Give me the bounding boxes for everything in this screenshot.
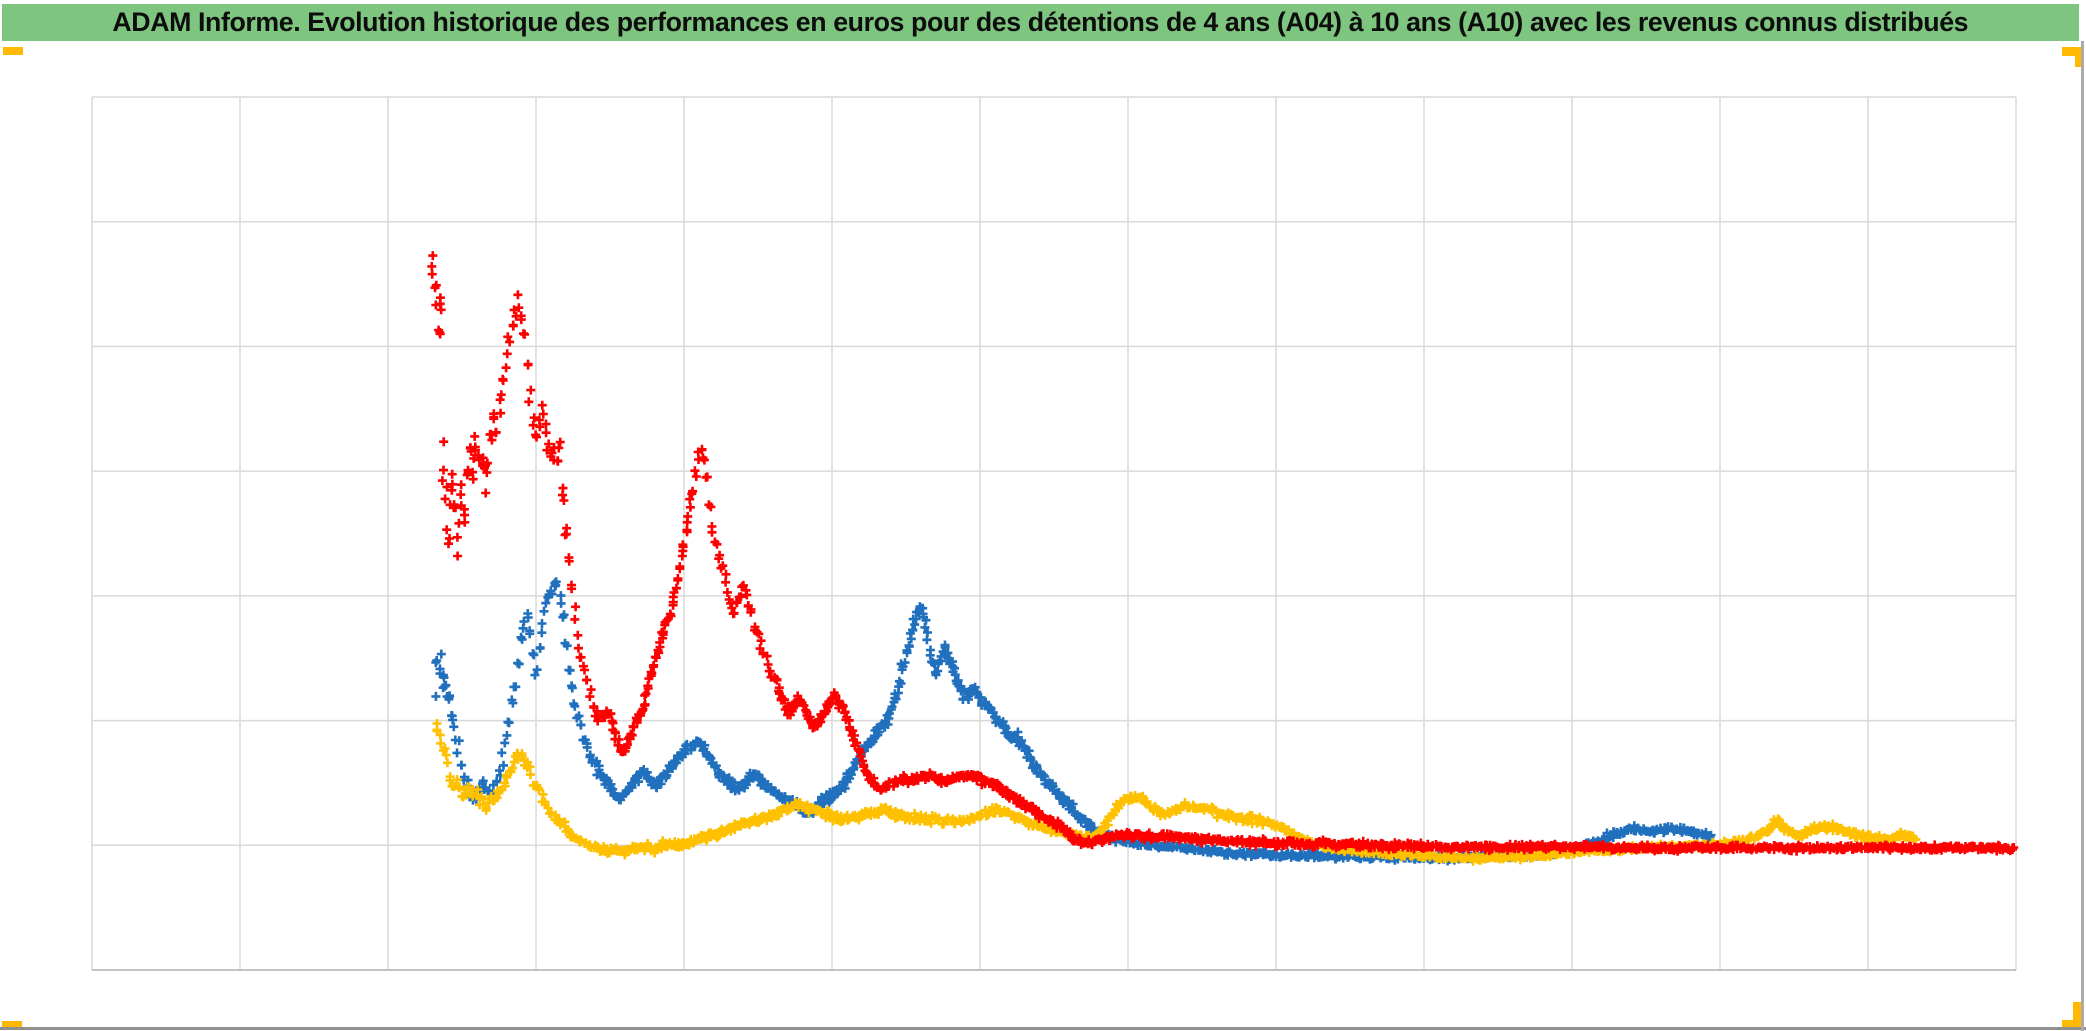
selection-handle-top-right-v xyxy=(2075,47,2084,67)
selection-handle-top-left xyxy=(3,47,23,55)
scatter-series-layer xyxy=(427,251,2019,866)
selection-handle-top-right-h xyxy=(2062,47,2084,56)
bottom-rule xyxy=(0,1027,2086,1030)
chart-title: ADAM Informe. Evolution historique des p… xyxy=(112,7,1969,37)
selection-handle-bottom-right-v xyxy=(2073,1002,2083,1029)
chart-title-bar: ADAM Informe. Evolution historique des p… xyxy=(2,4,2079,41)
selection-handle-bottom-right-h xyxy=(2062,1020,2083,1029)
selection-handle-bottom-left xyxy=(2,1021,22,1030)
right-rule xyxy=(2081,41,2084,1031)
